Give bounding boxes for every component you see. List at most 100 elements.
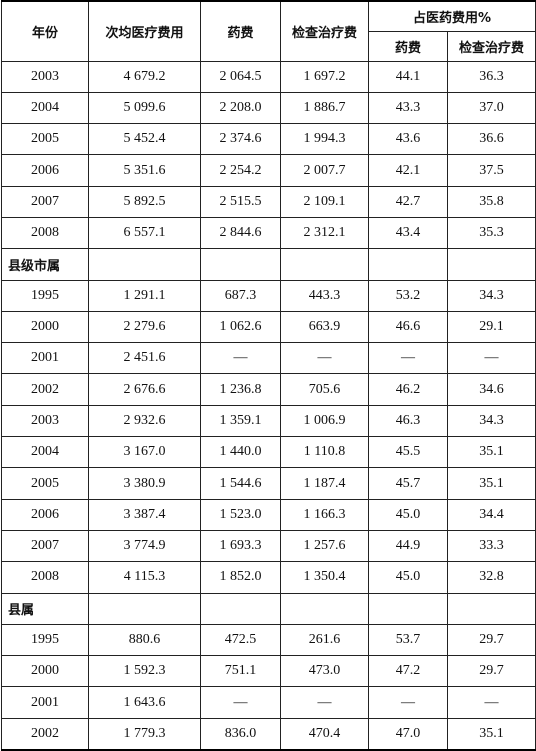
value-cell: 6 557.1 [88, 216, 201, 250]
value-cell: 1 062.6 [200, 310, 281, 344]
empty-cell [368, 248, 448, 281]
value-cell: 29.7 [447, 623, 536, 657]
value-cell: 43.4 [368, 216, 448, 250]
value-cell: 473.0 [280, 655, 369, 688]
value-cell: 5 099.6 [88, 91, 201, 125]
year-cell: 2007 [1, 529, 89, 563]
value-cell: 44.1 [368, 60, 448, 93]
table-row: 县级市属 [1, 248, 536, 281]
value-cell: 2 279.6 [88, 310, 201, 344]
value-cell: 29.1 [447, 310, 536, 344]
year-cell: 2006 [1, 498, 89, 531]
value-cell: 37.0 [447, 91, 536, 125]
value-cell: 29.7 [447, 655, 536, 688]
year-cell: 2001 [1, 686, 89, 719]
table-row: 2004 3 167.0 1 440.0 1 110.8 45.5 35.1 [1, 436, 536, 469]
year-cell: 2002 [1, 717, 89, 751]
value-cell: 33.3 [447, 529, 536, 563]
value-cell: 1 440.0 [200, 436, 281, 469]
table-row: 2001 1 643.6— — — — [1, 686, 536, 719]
value-cell: 5 892.5 [88, 185, 201, 218]
table-body: 2003 4 679.2 2 064.5 1 697.2 44.1 36.3 2004 5 0… [1, 60, 536, 751]
value-cell: 1 359.1 [200, 404, 281, 438]
value-cell: 46.3 [368, 404, 448, 438]
value-cell: 35.3 [447, 216, 536, 250]
year-cell: 2004 [1, 436, 89, 469]
subheader-cell: 药费 [368, 30, 448, 62]
empty-cell [447, 248, 536, 281]
year-cell: 2005 [1, 467, 89, 500]
table-row: 2007 5 892.5 2 515.5 2 109.1 42.7 35.8 [1, 185, 536, 218]
section-label: 县属 [1, 592, 89, 625]
value-cell: 1 257.6 [280, 529, 369, 563]
subheader-cell: 检查治疗费 [447, 30, 536, 62]
table-row: 2000 2 279.6 1 062.6 663.9 46.6 29.1 [1, 310, 536, 344]
header-cell: 药费 [200, 0, 281, 62]
value-cell: 4 679.2 [88, 60, 201, 93]
header-cell: 检查治疗费 [280, 0, 369, 62]
table-row: 2000 1 592.3 751.1 473.0 47.2 29.7 [1, 655, 536, 688]
empty-cell [200, 592, 281, 625]
value-cell: 46.2 [368, 373, 448, 406]
value-cell: 472.5 [200, 623, 281, 657]
year-cell: 2007 [1, 185, 89, 218]
value-cell: 1 291.1 [88, 279, 201, 312]
value-cell: 45.0 [368, 561, 448, 594]
year-cell: 2004 [1, 91, 89, 125]
table-row: 2002 2 676.6 1 236.8 705.6 46.2 34.6 [1, 373, 536, 406]
table-row: 1995 880.6 472.5 261.6 53.7 29.7 [1, 623, 536, 657]
value-cell: 687.3 [200, 279, 281, 312]
table-row: 2007 3 774.9 1 693.3 1 257.6 44.9 33.3 [1, 529, 536, 563]
year-cell: 2001 [1, 342, 89, 375]
value-cell: 3 774.9 [88, 529, 201, 563]
value-cell: 2 007.7 [280, 154, 369, 187]
table-row: 2003 4 679.2 2 064.5 1 697.2 44.1 36.3 [1, 60, 536, 93]
table-row: 2008 4 115.3 1 852.0 1 350.4 45.0 32.8 [1, 561, 536, 594]
year-cell: 2008 [1, 216, 89, 250]
value-cell: 42.1 [368, 154, 448, 187]
value-cell: 3 380.9 [88, 467, 201, 500]
value-cell: 44.9 [368, 529, 448, 563]
value-cell: 34.3 [447, 279, 536, 312]
value-cell: 35.1 [447, 467, 536, 500]
value-cell: 1 187.4 [280, 467, 369, 500]
value-cell: 1 350.4 [280, 561, 369, 594]
value-cell: 2 932.6 [88, 404, 201, 438]
value-cell: 751.1 [200, 655, 281, 688]
value-cell: 45.7 [368, 467, 448, 500]
header-cell: 次均医疗费用 [88, 0, 201, 62]
empty-cell [368, 592, 448, 625]
value-cell: 3 387.4 [88, 498, 201, 531]
table-row: 2005 5 452.4 2 374.6 1 994.3 43.6 36.6 [1, 123, 536, 156]
header-cell: 占医药费用% [368, 0, 536, 32]
value-cell: 34.6 [447, 373, 536, 406]
value-cell: 35.1 [447, 436, 536, 469]
empty-cell [447, 592, 536, 625]
value-cell: 2 064.5 [200, 60, 281, 93]
empty-cell [280, 248, 369, 281]
year-cell: 1995 [1, 279, 89, 312]
year-cell: 2000 [1, 655, 89, 688]
value-cell: 53.7 [368, 623, 448, 657]
year-cell: 1995 [1, 623, 89, 657]
header-cell: 年份 [1, 0, 89, 62]
value-cell: 53.2 [368, 279, 448, 312]
value-cell: 43.3 [368, 91, 448, 125]
year-cell: 2005 [1, 123, 89, 156]
table-row: 2003 2 932.6 1 359.1 1 006.9 46.3 34.3 [1, 404, 536, 438]
value-cell: 1 852.0 [200, 561, 281, 594]
value-cell: 2 208.0 [200, 91, 281, 125]
table-row: 2006 5 351.6 2 254.2 2 007.7 42.1 37.5 [1, 154, 536, 187]
value-cell: — [368, 342, 448, 375]
value-cell: 5 351.6 [88, 154, 201, 187]
value-cell: — [280, 686, 369, 719]
year-cell: 2003 [1, 404, 89, 438]
value-cell: 3 167.0 [88, 436, 201, 469]
table-row: 2006 3 387.4 1 523.0 1 166.3 45.0 34.4 [1, 498, 536, 531]
value-cell: 47.0 [368, 717, 448, 751]
year-cell: 2002 [1, 373, 89, 406]
empty-cell [88, 592, 201, 625]
empty-cell [88, 248, 201, 281]
year-cell: 2003 [1, 60, 89, 93]
value-cell: 4 115.3 [88, 561, 201, 594]
